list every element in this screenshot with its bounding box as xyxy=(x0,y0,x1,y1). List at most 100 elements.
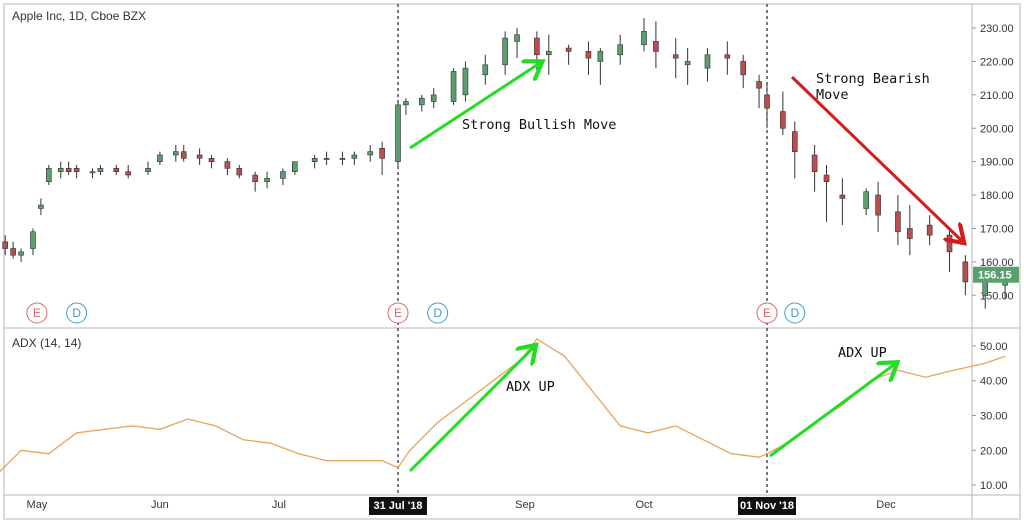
candle xyxy=(684,48,691,85)
candle-body-bull xyxy=(430,94,437,102)
candle xyxy=(367,144,374,162)
time-highlight-label: 01 Nov '18 xyxy=(740,500,794,512)
candle xyxy=(73,165,80,179)
candle xyxy=(224,158,231,176)
adx-up-arrow-1 xyxy=(408,347,534,473)
candle-body-bear xyxy=(208,158,215,162)
marker-circle xyxy=(427,302,449,324)
candle-body-bull xyxy=(450,71,457,102)
candle-body-bull xyxy=(264,178,270,183)
time-tick-label: Jun xyxy=(151,499,169,511)
candle-body-bear xyxy=(180,151,187,159)
price-panel-title: Apple Inc, 1D, Cboe BZX xyxy=(12,9,146,23)
candle xyxy=(926,215,933,246)
candle xyxy=(704,48,711,82)
candle-body-bull xyxy=(482,64,489,76)
candle-body-bull xyxy=(173,151,179,156)
price-tick-label: 170.00 xyxy=(980,223,1014,235)
candle-body-bear xyxy=(724,54,731,59)
candle-body-bull xyxy=(351,154,358,159)
candle-body-bull xyxy=(597,51,604,62)
candle-body-bear xyxy=(196,154,203,159)
candle-body-bear xyxy=(125,171,131,176)
candle xyxy=(57,161,64,179)
marker-label: D xyxy=(790,306,799,320)
adx-axis: 10.00 20.00 30.00 40.00 50.00 xyxy=(972,341,1008,492)
candle xyxy=(653,21,659,69)
candle-body-bull xyxy=(18,251,24,256)
candle-body-bull xyxy=(311,158,318,162)
price-tick-label: 210.00 xyxy=(980,90,1014,102)
candle-body-bear xyxy=(780,111,786,129)
time-axis: May Jun Jul Sep Oct Dec 31 Jul '18 01 Nov '18 xyxy=(27,497,896,515)
candle-body-bull xyxy=(157,154,163,162)
candle-body-bear xyxy=(73,168,80,172)
price-tick-label: 220.00 xyxy=(980,56,1014,68)
candle xyxy=(89,168,96,179)
candle-body-bear xyxy=(252,174,258,183)
candle xyxy=(502,31,508,75)
adx-panel-title: ADX (14, 14) xyxy=(12,336,81,350)
time-highlight-label: 31 Jul '18 xyxy=(373,500,422,512)
candle xyxy=(811,144,818,192)
candle-body-bull xyxy=(462,67,469,96)
adx-tick-label: 40.00 xyxy=(980,376,1008,388)
earnings-marker[interactable]: E xyxy=(26,302,48,324)
candle-body-bear xyxy=(791,131,798,152)
candle-body-bear xyxy=(823,174,830,183)
candle-body-bull xyxy=(89,171,96,174)
candle xyxy=(2,235,8,256)
candle-body-bull xyxy=(641,31,647,46)
marker-label: D xyxy=(433,306,442,320)
candle xyxy=(823,165,830,222)
candle xyxy=(839,178,846,226)
time-highlight-badge xyxy=(369,497,427,515)
dividend-marker[interactable]: D xyxy=(66,302,88,324)
candle-body-bull xyxy=(339,158,346,160)
candle-body-bear xyxy=(839,194,846,199)
time-tick-label: Dec xyxy=(876,499,896,511)
candle-body-bear xyxy=(379,147,385,159)
price-tick-label: 230.00 xyxy=(980,23,1014,35)
dividend-marker[interactable]: D xyxy=(784,302,806,324)
earnings-marker[interactable]: E xyxy=(756,302,778,324)
price-tick-label: 200.00 xyxy=(980,123,1014,135)
candle-body-bull xyxy=(403,101,409,106)
candle xyxy=(208,154,215,169)
marker-circle xyxy=(66,302,88,324)
candle-body-bull xyxy=(502,37,508,66)
event-vertical-lines xyxy=(397,4,768,495)
candle-body-bear xyxy=(236,168,243,176)
candle xyxy=(863,188,869,216)
candle xyxy=(403,98,409,115)
candle xyxy=(157,151,163,165)
candle-body-bull xyxy=(145,168,151,172)
candle-body-bull xyxy=(395,104,401,162)
candle-body-bull xyxy=(704,54,711,69)
earnings-marker[interactable]: E xyxy=(387,302,409,324)
time-highlight-badge xyxy=(738,497,796,515)
last-price-badge-bg xyxy=(973,266,1019,283)
candle xyxy=(534,31,540,79)
dividend-marker[interactable]: D xyxy=(427,302,449,324)
candle xyxy=(482,54,489,85)
chart-border xyxy=(3,3,1021,520)
last-price-badge-label: 156.15 xyxy=(978,270,1012,282)
candle-body-bear xyxy=(756,81,762,89)
bearish-move-label-line1: Strong Bearish xyxy=(816,71,930,87)
candle xyxy=(672,38,679,79)
candle xyxy=(740,54,746,89)
candle-body-bear xyxy=(113,168,120,172)
candle-body-bull xyxy=(367,151,374,156)
candle-body-bear xyxy=(764,94,770,109)
marker-label: E xyxy=(33,306,41,320)
bullish-move-label: Strong Bullish Move xyxy=(462,117,616,133)
candle-body-bull xyxy=(545,51,552,56)
candle-body-bear xyxy=(740,61,746,76)
candle-body-bear xyxy=(2,241,8,249)
last-price-badge: 156.15 xyxy=(973,266,1019,283)
candle xyxy=(597,48,604,85)
candle xyxy=(545,34,552,75)
